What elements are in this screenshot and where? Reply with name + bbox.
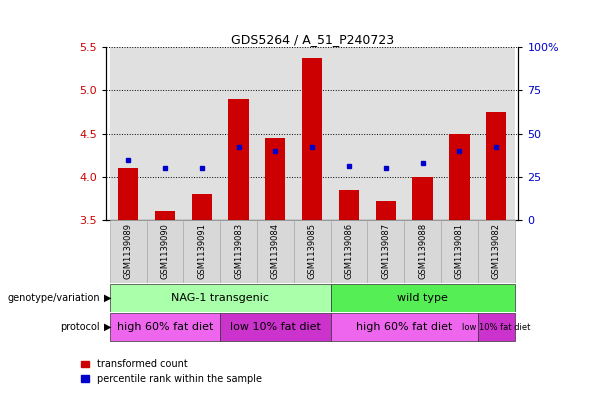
Title: GDS5264 / A_51_P240723: GDS5264 / A_51_P240723 [231, 33, 393, 46]
Text: wild type: wild type [397, 293, 448, 303]
Bar [257, 220, 294, 283]
Bar [478, 47, 515, 220]
Text: high 60% fat diet: high 60% fat diet [356, 322, 452, 332]
Bar [110, 220, 147, 283]
Bar [257, 47, 294, 220]
Bar [339, 190, 359, 220]
Bar [183, 220, 220, 283]
Bar [294, 220, 330, 283]
Text: GSM1139083: GSM1139083 [234, 223, 243, 279]
Bar [478, 313, 515, 341]
Bar [147, 47, 183, 220]
Bar [191, 194, 212, 220]
Text: low 10% fat diet: low 10% fat diet [230, 322, 321, 332]
Bar [412, 177, 433, 220]
Text: GSM1139082: GSM1139082 [492, 223, 501, 279]
Bar [220, 313, 330, 341]
Bar [330, 220, 368, 283]
Bar [220, 220, 257, 283]
Bar [183, 47, 220, 220]
Bar [155, 211, 175, 220]
Text: NAG-1 transgenic: NAG-1 transgenic [171, 293, 269, 303]
Text: GSM1139087: GSM1139087 [381, 223, 391, 279]
Bar [404, 220, 441, 283]
Text: ▶: ▶ [104, 293, 112, 303]
Text: high 60% fat diet: high 60% fat diet [117, 322, 213, 332]
Bar [449, 134, 469, 220]
Text: GSM1139084: GSM1139084 [271, 223, 280, 279]
Text: genotype/variation: genotype/variation [8, 293, 100, 303]
Bar [110, 284, 330, 312]
Bar [486, 112, 507, 220]
Bar [229, 99, 249, 220]
Bar [330, 47, 368, 220]
Text: GSM1139091: GSM1139091 [197, 223, 206, 279]
Bar [441, 220, 478, 283]
Bar [118, 168, 138, 220]
Bar [147, 220, 183, 283]
Bar [110, 313, 220, 341]
Bar [376, 201, 396, 220]
Bar [330, 284, 515, 312]
Bar [265, 138, 286, 220]
Text: GSM1139090: GSM1139090 [160, 223, 170, 279]
Text: GSM1139089: GSM1139089 [124, 223, 133, 279]
Bar [294, 47, 330, 220]
Bar [368, 220, 404, 283]
Bar [368, 47, 404, 220]
Text: ▶: ▶ [104, 322, 112, 332]
Text: protocol: protocol [61, 322, 100, 332]
Bar [220, 47, 257, 220]
Bar [404, 47, 441, 220]
Text: GSM1139085: GSM1139085 [307, 223, 317, 279]
Bar [478, 220, 515, 283]
Legend: transformed count, percentile rank within the sample: transformed count, percentile rank withi… [81, 359, 262, 384]
Bar [110, 47, 147, 220]
Text: GSM1139088: GSM1139088 [418, 223, 427, 279]
Bar [441, 47, 478, 220]
Text: GSM1139086: GSM1139086 [345, 223, 353, 279]
Text: low 10% fat diet: low 10% fat diet [462, 323, 531, 332]
Bar [302, 57, 322, 220]
Text: GSM1139081: GSM1139081 [455, 223, 464, 279]
Bar [330, 313, 478, 341]
